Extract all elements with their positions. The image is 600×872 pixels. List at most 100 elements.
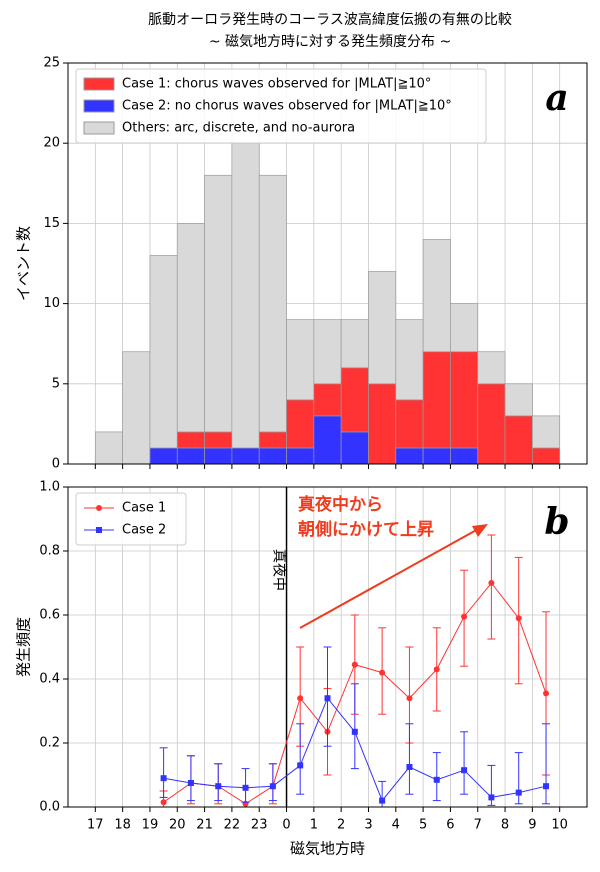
- title: 脈動オーロラ発生時のコーラス波高緯度伝搬の有無の比較: [148, 11, 512, 28]
- bar: [532, 447, 561, 465]
- bar: [122, 351, 151, 465]
- bar: [422, 447, 451, 465]
- marker: [543, 690, 550, 697]
- marker: [433, 776, 440, 783]
- x-tick-label: 18: [114, 818, 131, 833]
- bar: [368, 271, 397, 385]
- bar: [313, 415, 342, 465]
- bar: [258, 431, 287, 449]
- bar: [450, 303, 479, 353]
- legend-label: Case 1: chorus waves observed for |MLAT|…: [122, 77, 431, 92]
- bar: [286, 319, 315, 401]
- bar: [313, 383, 342, 417]
- marker: [406, 695, 413, 702]
- bar: [532, 415, 561, 449]
- legend-marker: [96, 527, 102, 533]
- bar: [204, 174, 233, 433]
- midnight-label: 真夜中: [271, 549, 287, 591]
- y-tick-label: 0.2: [39, 736, 60, 751]
- arrow-head: [472, 524, 488, 537]
- x-tick-label: 10: [551, 818, 568, 833]
- marker: [160, 775, 167, 782]
- y-tick-label: 1.0: [39, 480, 60, 495]
- x-tick-label: 7: [474, 818, 482, 833]
- x-tick-label: 4: [392, 818, 400, 833]
- marker: [269, 783, 276, 790]
- y-tick-label: 0: [52, 457, 60, 472]
- subtitle: ~ 磁気地方時に対する発生頻度分布 ~: [209, 34, 451, 50]
- bar: [340, 431, 369, 465]
- marker: [406, 764, 413, 770]
- y-tick-label: 20: [43, 136, 60, 151]
- y-tick-label: 25: [43, 56, 60, 71]
- legend-swatch: [83, 99, 115, 113]
- bar: [258, 447, 287, 465]
- x-tick-label: 23: [251, 818, 268, 833]
- panel-label: a: [545, 77, 568, 119]
- bar: [368, 383, 397, 465]
- marker: [187, 780, 194, 786]
- marker: [297, 762, 304, 769]
- x-tick-label: 19: [142, 818, 159, 833]
- bar: [395, 319, 424, 401]
- x-tick-label: 1: [310, 818, 318, 833]
- bar: [504, 415, 533, 465]
- plot-frame: [67, 62, 588, 465]
- marker: [242, 784, 249, 791]
- bar: [450, 447, 479, 465]
- arrow: [299, 527, 481, 629]
- bar: [149, 447, 178, 465]
- marker: [379, 669, 386, 676]
- x-tick-label: 3: [364, 818, 372, 833]
- bar: [395, 447, 424, 465]
- bar: [422, 351, 451, 449]
- marker: [379, 797, 386, 804]
- bar: [395, 399, 424, 449]
- y-tick-label: 0.4: [39, 672, 60, 687]
- bar: [477, 383, 506, 465]
- legend-swatch: [83, 121, 115, 135]
- x-tick-label: 21: [196, 818, 213, 833]
- legend-label: Case 2: no chorus waves observed for |ML…: [122, 99, 452, 114]
- marker: [488, 794, 495, 801]
- y-tick-label: 0.6: [39, 608, 60, 623]
- bar: [313, 319, 342, 385]
- marker: [297, 695, 304, 702]
- marker: [515, 789, 522, 796]
- bar: [340, 319, 369, 369]
- x-tick-label: 5: [419, 818, 427, 833]
- x-tick-label: 17: [87, 818, 104, 833]
- bar: [204, 447, 233, 465]
- bar: [231, 447, 260, 465]
- bar: [176, 431, 205, 449]
- marker: [515, 615, 522, 622]
- panel-label: b: [544, 501, 569, 543]
- legend-label: Others: arc, discrete, and no-aurora: [122, 121, 355, 136]
- y-tick-label: 10: [43, 296, 60, 311]
- annotation: 真夜中から: [298, 494, 383, 515]
- marker: [351, 728, 358, 735]
- bar: [231, 142, 260, 449]
- legend-box: [75, 68, 487, 144]
- x-tick-label: 9: [528, 818, 536, 833]
- x-tick-label: 22: [224, 818, 241, 833]
- legend-label: Case 2: [122, 523, 166, 538]
- y-axis-label: 発生頻度: [15, 617, 33, 677]
- bar: [422, 239, 451, 353]
- y-tick-label: 0.8: [39, 544, 60, 559]
- plot-frame: [67, 486, 588, 808]
- bar: [204, 431, 233, 449]
- bar: [504, 383, 533, 417]
- bar: [149, 255, 178, 449]
- bar: [340, 367, 369, 433]
- legend-swatch: [83, 77, 115, 91]
- y-axis-label: イベント数: [15, 226, 33, 301]
- bar: [176, 223, 205, 433]
- x-axis-label: 磁気地方時: [290, 840, 365, 858]
- x-tick-label: 8: [501, 818, 509, 833]
- legend-box: [75, 492, 187, 546]
- legend-label: Case 1: [122, 501, 166, 516]
- marker: [461, 767, 468, 774]
- y-tick-label: 15: [43, 216, 60, 231]
- bar: [286, 399, 315, 449]
